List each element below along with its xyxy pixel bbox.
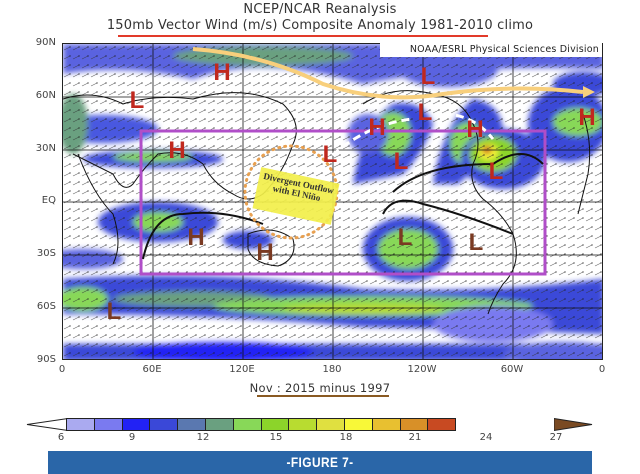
jet-arrow [192,47,584,100]
low-marker: L [488,158,504,185]
colorbar-cell [177,418,206,431]
colorbar-cell [204,418,234,431]
colorbar-cell [232,418,262,431]
y-tick: 90S [36,354,56,365]
low-marker: L [393,148,409,175]
high-marker: H [187,224,205,251]
low-marker: L [420,63,436,90]
low-marker: L [106,298,122,325]
high-marker: H [256,239,274,266]
y-tick: EQ [41,195,56,206]
wind-anomaly-map [62,43,603,360]
chart-subtitle: 150mb Vector Wind (m/s) Composite Anomal… [106,18,534,33]
x-tick: 120W [407,364,437,375]
colorbar-cell [66,418,95,431]
x-tick: 60E [142,364,162,375]
colorbar-cell [149,418,179,431]
high-marker: H [368,114,386,141]
chart-caption: Nov : 2015 minus 1997 [249,381,391,395]
y-tick: 90N [35,37,56,48]
jet-arrowhead-icon [583,86,595,98]
colorbar-cell [316,418,345,431]
colorbar-tick: 9 [128,432,136,443]
colorbar [66,418,457,431]
low-marker: L [129,87,145,114]
colorbar-cell [260,418,290,431]
colorbar-cell [93,418,123,431]
colorbar-cell [427,418,457,431]
figure-label: -FIGURE 7- [48,451,592,474]
colorbar-max-arrow-icon [554,418,593,431]
chart-title: NCEP/NCAR Reanalysis [243,2,397,17]
colorbar-tick: 27 [549,432,563,443]
low-marker: L [417,99,433,126]
low-marker: L [397,224,413,251]
high-marker: H [168,137,186,164]
low-marker: L [468,229,484,256]
x-tick: 180 [322,364,342,375]
colorbar-cell [399,418,429,431]
colorbar-min-arrow-icon [26,418,68,431]
colorbar-tick: 18 [339,432,353,443]
colorbar-cell [288,418,318,431]
colorbar-cell [371,418,401,431]
colorbar-tick: 6 [57,432,65,443]
y-tick: 30S [36,248,56,259]
x-tick: 0 [598,364,606,375]
low-marker: L [322,141,338,168]
y-tick: 60S [36,301,56,312]
colorbar-tick: 21 [408,432,422,443]
streamlines [142,153,544,260]
y-tick: 30N [35,143,56,154]
caption-underline [257,395,389,397]
high-marker: H [213,59,231,86]
colorbar-tick: 15 [269,432,283,443]
colorbar-cell [343,418,373,431]
colorbar-tick: 24 [479,432,493,443]
x-tick: 60W [500,364,524,375]
highlight-region-box [139,129,547,276]
high-marker: H [466,116,484,143]
x-tick: 0 [58,364,66,375]
trough-lines [321,112,495,166]
colorbar-tick: 12 [196,432,210,443]
x-tick: 120E [229,364,255,375]
high-marker: H [578,104,596,131]
colorbar-cell [121,418,151,431]
title-underline [118,35,488,37]
y-tick: 60N [35,90,56,101]
credit-label: NOAA/ESRL Physical Sciences Division [380,43,602,57]
map-graphics [63,44,602,359]
